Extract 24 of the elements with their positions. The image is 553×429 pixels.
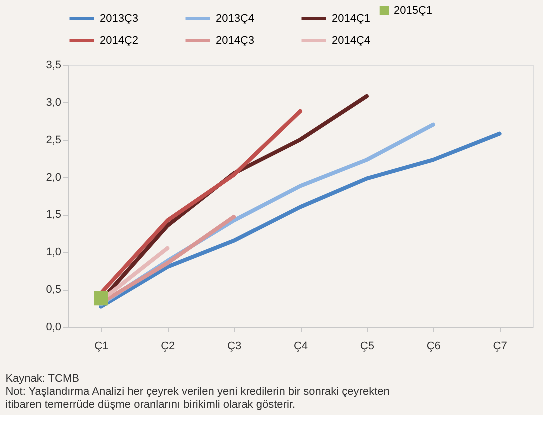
x-tick-label: Ç5 xyxy=(360,340,374,352)
y-tick-label: 3,5 xyxy=(46,60,62,72)
text: Kaynak: TCMB xyxy=(6,373,80,385)
legend-label: 2013Ç3 xyxy=(100,13,139,25)
x-tick-label: Ç2 xyxy=(161,340,176,352)
y-tick-label: 3,0 xyxy=(46,96,62,109)
x-tick-label: Ç3 xyxy=(228,340,242,352)
x-tick-label: Ç1 xyxy=(94,340,109,352)
x-tick-label: Ç6 xyxy=(426,340,441,352)
legend-label: 2014Ç3 xyxy=(216,35,255,47)
y-tick-label: 2,0 xyxy=(46,172,62,184)
legend-label: 2014Ç4 xyxy=(332,35,371,47)
x-tick-label: Ç7 xyxy=(493,340,508,352)
legend-label: 2014Ç2 xyxy=(100,35,139,47)
legend-label: 2013Ç4 xyxy=(216,13,255,25)
text: Not: Yaşlandırma Analizi her çeyrek verilen yeni kredilerin bir sonraki çeyrekten itibaren temerrüde düşme oranlarını birikimli olarak gösterir. xyxy=(6,386,390,411)
y-tick-label: 1,5 xyxy=(46,209,62,222)
y-tick-label: 0,5 xyxy=(46,284,62,296)
x-tick-label: Ç4 xyxy=(294,340,308,352)
y-tick-label: 0,0 xyxy=(46,322,62,334)
legend-label: 2014Ç1 xyxy=(332,13,371,25)
legend-label: 2015Ç1 xyxy=(394,4,433,17)
y-tick-label: 1,0 xyxy=(46,246,62,259)
y-tick-label: 2,5 xyxy=(46,134,62,146)
